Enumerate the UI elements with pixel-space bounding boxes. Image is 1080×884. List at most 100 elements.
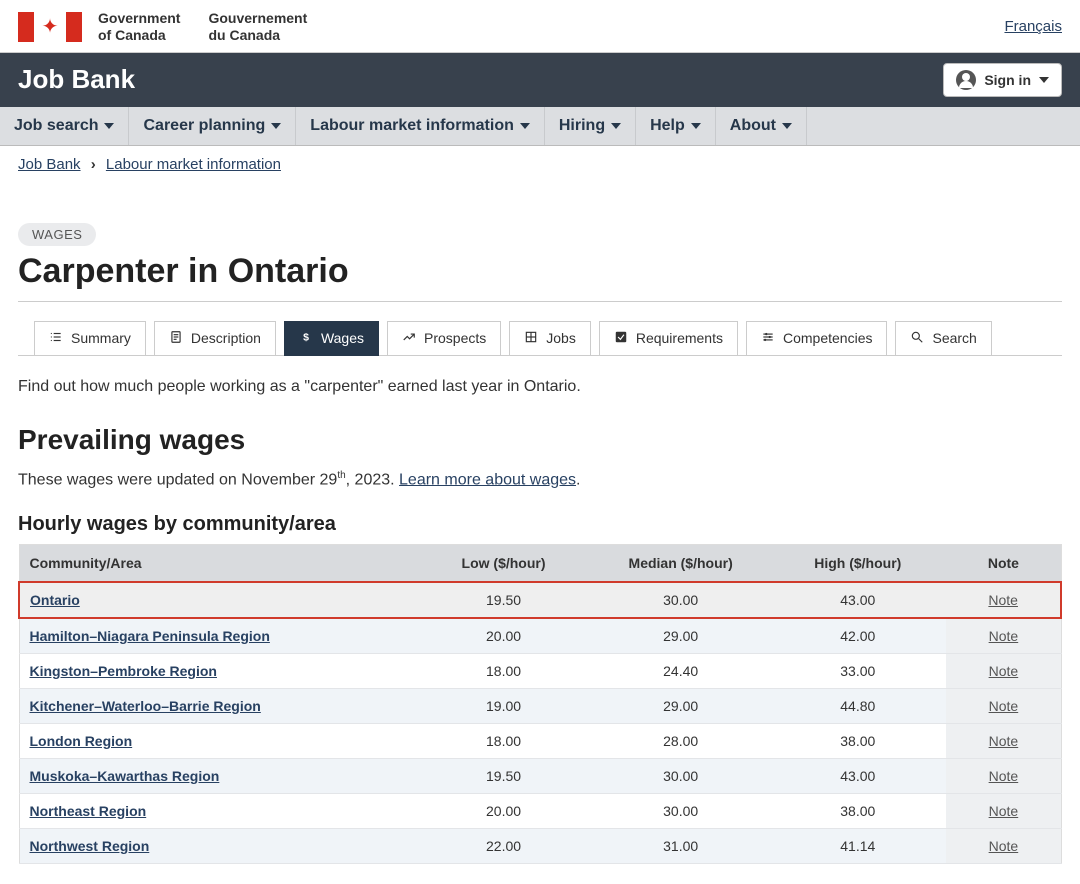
chevron-down-icon [1039,77,1049,83]
page-title: Carpenter in Ontario [18,252,1062,302]
cell-low: 18.00 [415,653,592,688]
nav-label: Labour market information [310,117,514,135]
updated-line: These wages were updated on November 29t… [18,470,1062,489]
cell-low: 18.00 [415,723,592,758]
cell-median: 30.00 [592,793,769,828]
col-header-median: Median ($/hour) [592,544,769,582]
note-link[interactable]: Note [989,838,1019,854]
table-head: Community/Area Low ($/hour) Median ($/ho… [19,544,1061,582]
svg-text:$: $ [303,331,309,343]
chart-icon [402,330,416,347]
nav-about[interactable]: About [716,107,807,145]
cell-low: 22.00 [415,828,592,863]
learn-more-link[interactable]: Learn more about wages [399,471,576,488]
updated-suffix: , 2023. [346,471,399,488]
check-icon [614,330,628,347]
cell-area: Northwest Region [19,828,415,863]
nav-career-planning[interactable]: Career planning [129,107,296,145]
tab-jobs[interactable]: Jobs [509,321,591,356]
area-link[interactable]: Muskoka–Kawarthas Region [30,768,220,784]
tab-label: Requirements [636,330,723,346]
search-icon [910,330,924,347]
tab-label: Description [191,330,261,346]
tab-competencies[interactable]: Competencies [746,321,888,356]
area-link[interactable]: Northwest Region [30,838,150,854]
col-header-note: Note [946,544,1061,582]
cell-note: Note [946,688,1061,723]
cell-area: Hamilton–Niagara Peninsula Region [19,618,415,654]
chevron-down-icon [782,123,792,129]
chevron-down-icon [104,123,114,129]
cell-high: 43.00 [769,758,946,793]
tab-summary[interactable]: Summary [34,321,146,356]
sign-in-button[interactable]: Sign in [943,63,1062,97]
area-link[interactable]: Kitchener–Waterloo–Barrie Region [30,698,261,714]
chevron-down-icon [691,123,701,129]
cell-low: 20.00 [415,793,592,828]
tab-label: Summary [71,330,131,346]
nav-label: Hiring [559,117,605,135]
app-bar: Job Bank Sign in [0,53,1080,107]
area-link[interactable]: Ontario [30,592,80,608]
table-row: Ontario19.5030.0043.00Note [19,582,1061,618]
note-link[interactable]: Note [989,663,1019,679]
cell-median: 30.00 [592,582,769,618]
tab-requirements[interactable]: Requirements [599,321,738,356]
breadcrumb-link[interactable]: Job Bank [18,156,81,173]
cell-area: London Region [19,723,415,758]
tab-label: Competencies [783,330,873,346]
language-toggle-link[interactable]: Français [1004,18,1062,35]
cell-area: Ontario [19,582,415,618]
category-badge: WAGES [18,223,96,246]
tab-strip: Summary Description $ Wages Prospects Jobs Req… [18,320,1062,356]
tab-label: Jobs [546,330,576,346]
cell-note: Note [946,758,1061,793]
nav-job-search[interactable]: Job search [0,107,129,145]
tab-description[interactable]: Description [154,321,276,356]
table-row: Northwest Region22.0031.0041.14Note [19,828,1061,863]
note-link[interactable]: Note [989,768,1019,784]
cell-note: Note [946,653,1061,688]
wages-table: Community/Area Low ($/hour) Median ($/ho… [18,544,1062,864]
gov-brand: ✦ Government of Canada Gouvernement du C… [18,10,307,44]
note-link[interactable]: Note [989,698,1019,714]
nav-label: Job search [14,117,98,135]
nav-labour-market[interactable]: Labour market information [296,107,545,145]
cell-high: 43.00 [769,582,946,618]
cell-low: 19.50 [415,758,592,793]
area-link[interactable]: Kingston–Pembroke Region [30,663,217,679]
gov-fr: Gouvernement du Canada [208,10,307,44]
area-link[interactable]: Northeast Region [30,803,147,819]
area-link[interactable]: London Region [30,733,133,749]
table-row: Muskoka–Kawarthas Region 19.5030.0043.00 N… [19,758,1061,793]
tab-search[interactable]: Search [895,321,991,356]
note-link[interactable]: Note [989,733,1019,749]
cell-low: 20.00 [415,618,592,654]
note-link[interactable]: Note [988,592,1018,608]
updated-sup: th [337,470,345,481]
cell-median: 24.40 [592,653,769,688]
cell-note: Note [946,723,1061,758]
nav-hiring[interactable]: Hiring [545,107,636,145]
cell-area: Muskoka–Kawarthas Region [19,758,415,793]
table-body: Ontario19.5030.0043.00NoteHamilton–Niaga… [19,582,1061,864]
area-link[interactable]: Hamilton–Niagara Peninsula Region [30,628,270,644]
cell-median: 29.00 [592,688,769,723]
cell-median: 30.00 [592,758,769,793]
cell-high: 38.00 [769,793,946,828]
app-title: Job Bank [18,64,135,95]
cell-median: 28.00 [592,723,769,758]
tab-prospects[interactable]: Prospects [387,321,501,356]
cell-high: 44.80 [769,688,946,723]
tab-label: Wages [321,330,364,346]
note-link[interactable]: Note [989,628,1019,644]
cell-note: Note [946,793,1061,828]
note-link[interactable]: Note [989,803,1019,819]
main-nav: Job search Career planning Labour market… [0,107,1080,146]
tab-wages[interactable]: $ Wages [284,321,379,356]
breadcrumb-link[interactable]: Labour market information [106,156,281,173]
content: WAGES Carpenter in Ontario Summary Descri… [0,183,1080,884]
cell-area: Kitchener–Waterloo–Barrie Region [19,688,415,723]
cell-median: 31.00 [592,828,769,863]
nav-help[interactable]: Help [636,107,716,145]
